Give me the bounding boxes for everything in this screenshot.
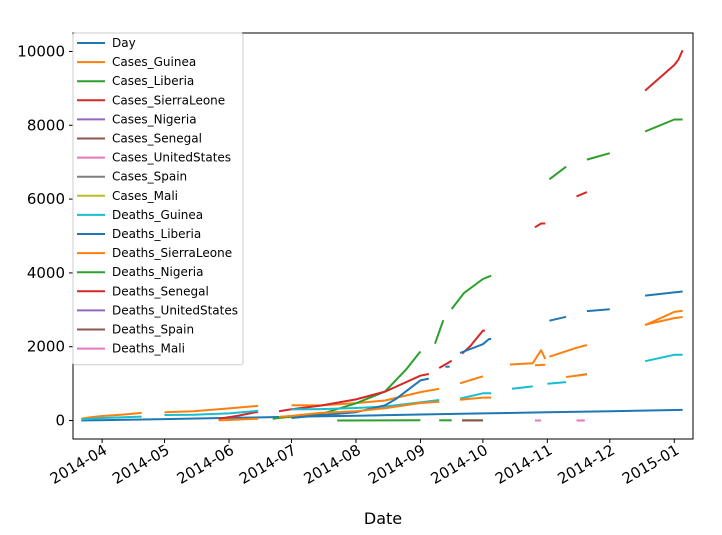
legend-label-Deaths_Spain: Deaths_Spain [112,323,194,337]
series-line-Deaths_Liberia-seg-0 [291,377,430,419]
legend-label-Deaths_Liberia: Deaths_Liberia [112,227,201,241]
legend-item-Day: Day [77,36,136,50]
series-line-Cases_SierraLeone-seg-0 [218,410,259,420]
legend-label-Cases_SierraLeone: Cases_SierraLeone [112,93,225,107]
legend-label-Deaths_SierraLeone: Deaths_SierraLeone [112,246,232,260]
series-line-Cases_SierraLeone-seg-2 [438,359,453,369]
legend-label-Deaths_Senegal: Deaths_Senegal [112,284,209,298]
y-tick-label-2000: 2000 [27,338,65,356]
y-tick-label-6000: 6000 [27,190,65,208]
series-line-Cases_Guinea-seg-4 [509,349,547,366]
series-line-Cases_SierraLeone-seg-4 [534,222,546,229]
series-line-Deaths_Liberia-seg-2 [459,338,492,354]
legend-label-Cases_Guinea: Cases_Guinea [112,55,196,69]
x-axis-label: Date [364,509,402,528]
legend-item-Cases_UnitedStates: Cases_UnitedStates [77,151,231,165]
series-line-Cases_Guinea-seg-0 [81,411,142,420]
series-Deaths_Liberia [291,290,683,419]
series-line-Deaths_Guinea-seg-5 [547,381,567,385]
series-line-Cases_Liberia-seg-3 [548,165,567,181]
series-line-Deaths_SierraLeone-seg-5 [644,309,683,327]
legend-label-Deaths_Mali: Deaths_Mali [112,342,185,356]
series-line-Cases_SierraLeone-seg-5 [576,191,588,198]
series-line-Deaths_Guinea-seg-3 [459,392,492,400]
series-Day [81,408,683,422]
series-line-Cases_Liberia-seg-5 [644,118,683,133]
legend-label-Cases_Mali: Cases_Mali [112,189,178,203]
y-tick-label-0: 0 [55,412,65,430]
legend-item-Deaths_UnitedStates: Deaths_UnitedStates [77,303,238,317]
legend-item-Deaths_Senegal: Deaths_Senegal [77,284,209,298]
series-line-Cases_Guinea-seg-1 [164,404,259,414]
series-line-Deaths_Guinea-seg-7 [644,353,683,363]
legend-item-Cases_Spain: Cases_Spain [77,170,187,184]
legend-item-Cases_Nigeria: Cases_Nigeria [77,112,197,126]
legend-label-Cases_Senegal: Cases_Senegal [112,132,202,146]
series-line-Cases_Guinea-seg-6 [644,316,683,326]
legend-item-Deaths_Liberia: Deaths_Liberia [77,227,201,241]
y-tick-label-8000: 8000 [27,116,65,134]
legend-item-Cases_Guinea: Cases_Guinea [77,55,196,69]
legend-box [72,32,244,366]
series-line-Cases_SierraLeone-seg-6 [644,49,684,92]
legend-item-Cases_Liberia: Cases_Liberia [77,74,194,88]
legend: Day Cases_Guinea Cases_Liberia Cases_Sierra… [72,32,244,366]
legend-item-Cases_SierraLeone: Cases_SierraLeone [77,93,225,107]
series-line-Cases_Liberia-seg-4 [586,152,611,161]
series-line-Cases_Liberia-seg-2 [450,274,492,310]
legend-item-Deaths_Mali: Deaths_Mali [77,342,185,356]
series-line-Deaths_Liberia-seg-5 [644,290,683,297]
legend-label-Deaths_Nigeria: Deaths_Nigeria [112,265,203,279]
legend-item-Deaths_Spain: Deaths_Spain [77,323,194,337]
legend-item-Deaths_Guinea: Deaths_Guinea [77,208,203,222]
series-Deaths_SierraLeone [218,309,683,422]
series-line-Deaths_SierraLeone-seg-4 [565,373,588,378]
series-line-Deaths_Liberia-seg-4 [586,308,610,313]
legend-label-Cases_Liberia: Cases_Liberia [112,74,194,88]
series-line-Deaths_Guinea-seg-1 [164,409,259,416]
series-line-Cases_Guinea-seg-5 [549,344,588,358]
series-line-Deaths_SierraLeone-seg-1 [278,400,440,418]
legend-item-Cases_Mali: Cases_Mali [77,189,178,203]
series-layer [81,49,684,422]
series-line-Cases_Liberia-seg-1 [434,319,445,345]
series-line-Deaths_SierraLeone-seg-2 [459,396,492,401]
series-line-Deaths_Guinea-seg-0 [81,415,142,421]
legend-label-Day: Day [112,36,136,50]
legend-label-Cases_Spain: Cases_Spain [112,170,187,184]
legend-item-Cases_Senegal: Cases_Senegal [77,132,202,146]
series-line-Deaths_SierraLeone-seg-0 [218,417,259,422]
y-tick-label-4000: 4000 [27,264,65,282]
series-line-Deaths_Guinea-seg-4 [511,385,533,390]
series-line-Cases_Guinea-seg-3 [459,375,484,385]
legend-label-Cases_Nigeria: Cases_Nigeria [112,112,197,126]
y-tick-label-10000: 10000 [17,42,65,60]
series-line-Day-seg-0 [81,408,683,422]
series-line-Deaths_Liberia-seg-3 [549,315,567,322]
legend-label-Cases_UnitedStates: Cases_UnitedStates [112,151,231,165]
legend-label-Deaths_UnitedStates: Deaths_UnitedStates [112,303,238,317]
legend-item-Deaths_Nigeria: Deaths_Nigeria [77,265,203,279]
legend-item-Deaths_SierraLeone: Deaths_SierraLeone [77,246,232,260]
legend-label-Deaths_Guinea: Deaths_Guinea [112,208,203,222]
